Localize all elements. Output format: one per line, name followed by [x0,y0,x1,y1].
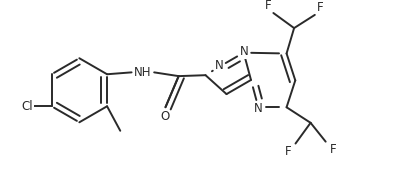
Text: F: F [285,145,291,158]
Text: NH: NH [134,66,152,79]
Text: N: N [254,102,263,115]
Text: N: N [215,59,224,72]
Text: F: F [264,0,271,12]
Text: F: F [330,143,337,156]
Text: Cl: Cl [21,100,33,113]
Text: O: O [160,110,169,123]
Text: F: F [317,1,324,14]
Text: N: N [240,45,249,58]
